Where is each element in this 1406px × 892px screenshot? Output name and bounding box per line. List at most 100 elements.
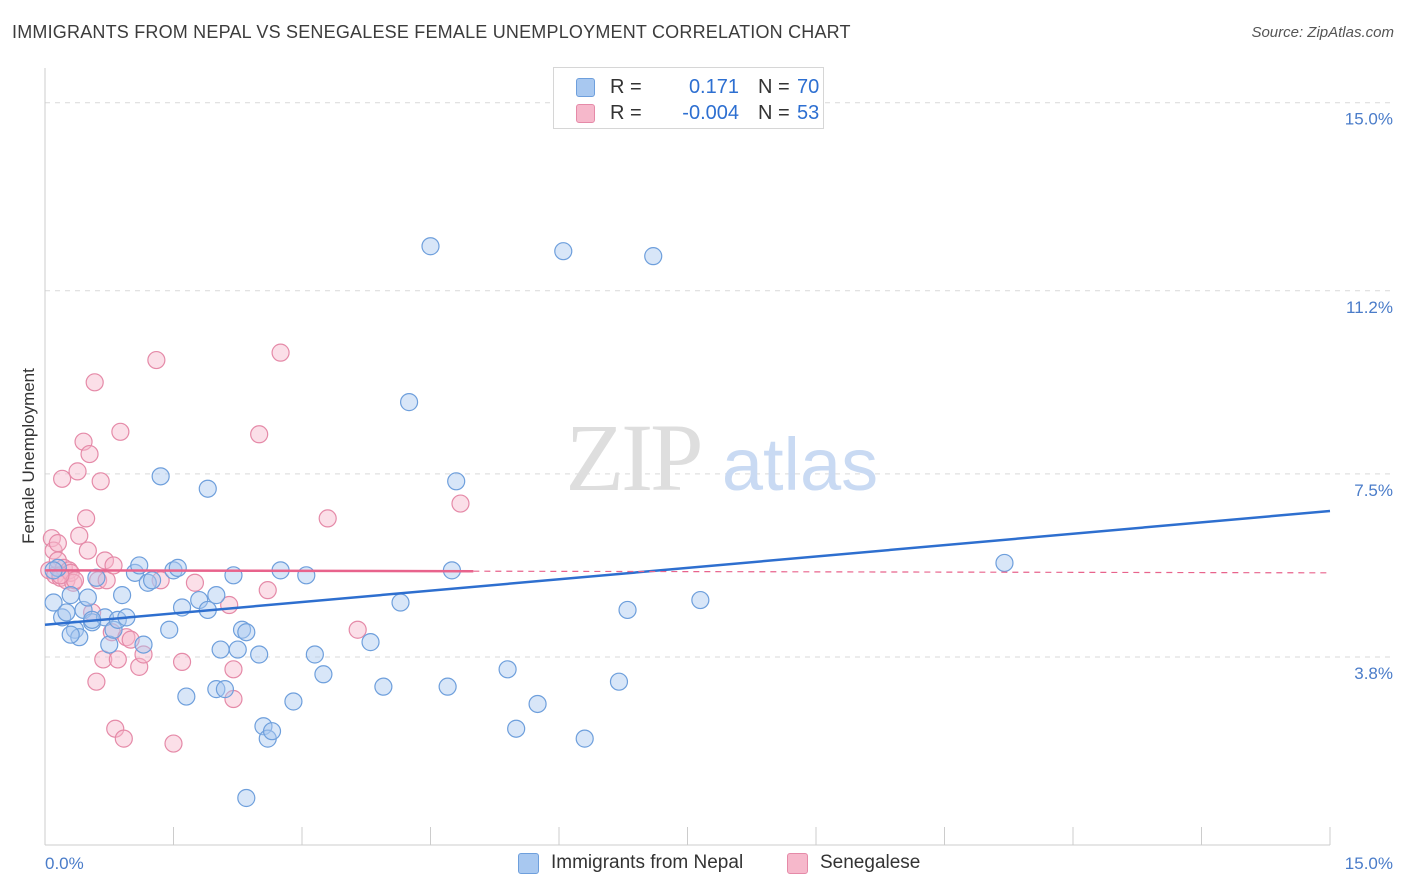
- nepal-point: [284, 692, 303, 711]
- senegalese-point: [108, 650, 127, 669]
- senegalese-point: [48, 534, 67, 553]
- y-tick-label: 7.5%: [1354, 481, 1393, 500]
- nepal-point: [609, 672, 629, 691]
- nepal-point: [100, 635, 119, 654]
- senegalese-point: [80, 444, 99, 464]
- nepal-point: [61, 625, 80, 644]
- watermark-atlas: atlas: [722, 423, 878, 506]
- axes: [44, 68, 1331, 846]
- nepal-point: [554, 242, 573, 261]
- bottom-legend-swatch-nepal: [518, 853, 539, 874]
- x-tick-label-min: 0.0%: [45, 854, 84, 873]
- nepal-point: [198, 479, 217, 498]
- senegalese-point: [114, 729, 133, 748]
- nepal-point: [374, 677, 393, 696]
- y-tick-labels: 3.8% 7.5% 11.2% 15.0%: [1345, 110, 1393, 683]
- senegalese-point: [172, 652, 192, 672]
- nepal-point: [528, 694, 547, 714]
- nepal-point: [134, 635, 153, 654]
- legend-n-label: N =: [758, 76, 790, 98]
- legend-swatch-senegalese: [576, 104, 595, 123]
- senegalese-point: [87, 672, 106, 691]
- legend-n-value: 53: [797, 102, 820, 124]
- nepal-point: [237, 623, 256, 642]
- nepal-point: [160, 620, 179, 639]
- x-tick-label-max: 15.0%: [1345, 854, 1393, 873]
- y-tick-label: 3.8%: [1354, 664, 1393, 683]
- correlation-legend: R = 0.171 N = 70 R = -0.004 N = 53: [553, 67, 824, 129]
- nepal-point: [498, 660, 517, 679]
- bottom-legend-senegalese: Senegalese: [787, 851, 947, 877]
- bottom-legend-swatch-senegalese: [787, 853, 808, 874]
- nepal-point: [237, 788, 256, 808]
- nepal-point: [575, 729, 594, 748]
- nepal-point: [211, 640, 230, 659]
- senegalese-point: [78, 541, 97, 560]
- nepal-point: [61, 586, 80, 605]
- senegalese-point: [85, 373, 104, 392]
- senegalese-point: [91, 472, 110, 491]
- nepal-point: [618, 600, 637, 620]
- nepal-point: [215, 680, 234, 699]
- legend-n-label: N =: [758, 102, 790, 124]
- nepal-point: [262, 722, 282, 741]
- bottom-legend-label-nepal: Immigrants from Nepal: [551, 852, 744, 873]
- nepal-point: [78, 588, 97, 607]
- senegalese-trend-line-extension: [473, 570, 1331, 574]
- y-tick-label: 15.0%: [1345, 110, 1393, 129]
- senegalese-point: [348, 620, 367, 639]
- nepal-point: [644, 247, 663, 266]
- nepal-point: [57, 603, 76, 622]
- nepal-point: [151, 467, 170, 486]
- senegalese-point: [258, 581, 277, 600]
- legend-r-label: R =: [610, 102, 642, 124]
- legend-n-value: 70: [797, 76, 820, 98]
- y-axis-label: Female Unemployment: [19, 368, 38, 544]
- senegalese-point: [53, 469, 72, 488]
- nepal-point: [421, 237, 440, 256]
- senegalese-point: [65, 571, 85, 590]
- senegalese-point: [250, 425, 269, 444]
- trend-lines: [44, 509, 1331, 627]
- nepal-point: [447, 472, 466, 491]
- nepal-point: [207, 586, 226, 605]
- senegalese-point: [318, 509, 337, 528]
- senegalese-point: [451, 494, 470, 513]
- x-tick-labels: 0.0% 15.0%: [45, 854, 1393, 873]
- nepal-point: [177, 687, 196, 706]
- legend-swatch-nepal: [576, 78, 595, 97]
- nepal-point: [297, 566, 316, 585]
- nepal-points: [44, 237, 1014, 808]
- nepal-point: [399, 393, 419, 412]
- nepal-point: [228, 640, 247, 659]
- nepal-point: [168, 558, 187, 577]
- senegalese-point: [77, 509, 96, 528]
- y-tick-label: 11.2%: [1346, 298, 1393, 317]
- nepal-point: [224, 566, 243, 585]
- senegalese-point: [147, 350, 166, 370]
- senegalese-point: [271, 343, 290, 362]
- senegalese-trend-line: [44, 569, 474, 573]
- nepal-point: [104, 620, 123, 639]
- nepal-point: [995, 553, 1014, 573]
- bottom-legend-nepal: Immigrants from Nepal: [518, 851, 778, 877]
- senegalese-point: [95, 551, 115, 570]
- nepal-point: [691, 590, 710, 610]
- nepal-point: [44, 593, 63, 612]
- senegalese-point: [164, 734, 183, 753]
- senegalese-point: [68, 462, 87, 481]
- senegalese-point: [224, 660, 243, 679]
- nepal-point: [361, 633, 380, 652]
- nepal-point: [112, 586, 132, 605]
- nepal-point: [87, 568, 106, 587]
- watermark-zip: ZIP: [566, 404, 701, 511]
- legend-r-label: R =: [610, 76, 642, 98]
- senegalese-point: [185, 573, 205, 592]
- watermark: ZIP atlas: [566, 404, 879, 511]
- chart-title: IMMIGRANTS FROM NEPAL VS SENEGALESE FEMA…: [12, 22, 851, 42]
- grid-lines: [45, 102, 1393, 658]
- nepal-point: [142, 571, 162, 590]
- nepal-point: [250, 645, 269, 664]
- senegalese-points: [40, 343, 470, 753]
